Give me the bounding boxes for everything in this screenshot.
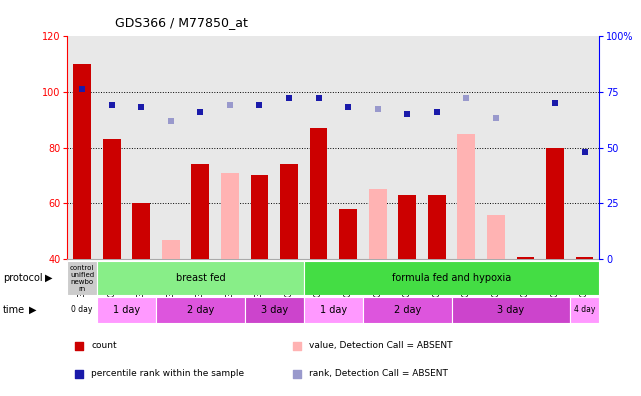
Text: 2 day: 2 day xyxy=(187,305,214,315)
Point xyxy=(195,109,205,115)
Point xyxy=(579,149,590,155)
Text: breast fed: breast fed xyxy=(176,273,225,283)
Bar xyxy=(576,257,594,259)
Bar xyxy=(67,297,97,323)
Text: ▶: ▶ xyxy=(29,305,37,315)
Bar xyxy=(97,261,304,295)
Bar xyxy=(451,297,570,323)
Text: time: time xyxy=(3,305,26,315)
Bar xyxy=(132,204,150,259)
Bar xyxy=(487,215,504,259)
Text: value, Detection Call = ABSENT: value, Detection Call = ABSENT xyxy=(310,341,453,350)
Point xyxy=(343,104,353,110)
Point xyxy=(402,111,412,117)
Text: percentile rank within the sample: percentile rank within the sample xyxy=(91,369,244,378)
Point xyxy=(313,95,324,101)
Text: ▶: ▶ xyxy=(45,273,53,283)
Point xyxy=(491,115,501,122)
Point xyxy=(431,109,442,115)
Text: 1 day: 1 day xyxy=(113,305,140,315)
Bar xyxy=(245,297,304,323)
Bar xyxy=(192,164,209,259)
Bar xyxy=(156,297,245,323)
Point xyxy=(165,118,176,124)
Text: 4 day: 4 day xyxy=(574,305,595,314)
Bar xyxy=(369,189,387,259)
Point xyxy=(284,95,294,101)
Bar xyxy=(251,175,269,259)
Bar xyxy=(517,257,535,259)
Bar xyxy=(304,297,363,323)
Bar xyxy=(546,148,564,259)
Text: 3 day: 3 day xyxy=(261,305,288,315)
Bar xyxy=(570,297,599,323)
Text: protocol: protocol xyxy=(3,273,43,283)
Point xyxy=(136,104,146,110)
Bar xyxy=(162,240,179,259)
Text: rank, Detection Call = ABSENT: rank, Detection Call = ABSENT xyxy=(310,369,448,378)
Point xyxy=(225,102,235,108)
Bar xyxy=(73,64,91,259)
Point xyxy=(372,106,383,112)
Text: 1 day: 1 day xyxy=(320,305,347,315)
Bar xyxy=(97,297,156,323)
Point xyxy=(461,95,471,101)
Point xyxy=(292,371,303,377)
Text: 3 day: 3 day xyxy=(497,305,524,315)
Point xyxy=(254,102,265,108)
Bar xyxy=(428,195,445,259)
Text: formula fed and hypoxia: formula fed and hypoxia xyxy=(392,273,511,283)
Text: GDS366 / M77850_at: GDS366 / M77850_at xyxy=(115,16,248,29)
Bar xyxy=(221,173,238,259)
Bar xyxy=(458,133,475,259)
Bar xyxy=(67,261,97,295)
Bar xyxy=(103,139,121,259)
Bar xyxy=(304,261,599,295)
Text: control
unified
newbo
rn: control unified newbo rn xyxy=(70,265,94,292)
Point xyxy=(550,99,560,106)
Point xyxy=(292,343,303,349)
Bar xyxy=(363,297,451,323)
Text: 0 day: 0 day xyxy=(71,305,93,314)
Point xyxy=(106,102,117,108)
Bar xyxy=(280,164,298,259)
Bar xyxy=(310,128,328,259)
Point xyxy=(74,371,84,377)
Bar xyxy=(339,209,357,259)
Text: 2 day: 2 day xyxy=(394,305,421,315)
Text: count: count xyxy=(91,341,117,350)
Point xyxy=(74,343,84,349)
Point xyxy=(77,86,87,93)
Bar xyxy=(398,195,416,259)
